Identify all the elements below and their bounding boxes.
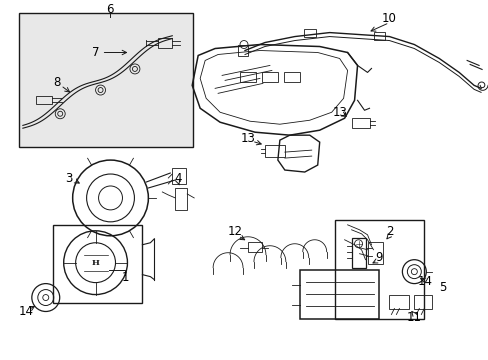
Bar [373, 32, 385, 40]
Text: 13: 13 [331, 106, 346, 119]
Bar [351, 118, 369, 128]
Text: 13: 13 [240, 132, 255, 145]
Text: 9: 9 [375, 251, 383, 264]
Text: 5: 5 [439, 281, 446, 294]
Bar [334, 220, 424, 319]
Text: H: H [91, 259, 100, 267]
Text: 1: 1 [122, 271, 129, 284]
Bar [53, 225, 142, 302]
Bar [413, 294, 431, 309]
Bar [367, 242, 383, 264]
Text: 4: 4 [174, 171, 182, 185]
Bar [351, 238, 365, 268]
Bar [264, 145, 285, 157]
Bar [36, 96, 52, 104]
Bar [172, 168, 186, 184]
Bar [388, 294, 408, 309]
Text: 6: 6 [105, 3, 113, 16]
Bar [303, 28, 315, 37]
Text: 14: 14 [417, 275, 432, 288]
Bar [158, 37, 172, 48]
Text: 11: 11 [406, 311, 421, 324]
Text: 7: 7 [92, 46, 99, 59]
Bar [262, 72, 277, 82]
Bar [283, 72, 299, 82]
Text: 12: 12 [227, 225, 242, 238]
Text: 10: 10 [381, 12, 396, 25]
Bar [238, 45, 247, 57]
Bar [299, 270, 379, 319]
Text: 14: 14 [19, 305, 33, 318]
Bar [175, 188, 187, 210]
Text: 2: 2 [385, 225, 392, 238]
Bar [247, 242, 262, 252]
Bar [19, 13, 193, 147]
Text: 8: 8 [53, 76, 61, 89]
Text: 3: 3 [65, 171, 72, 185]
Bar [240, 72, 255, 82]
